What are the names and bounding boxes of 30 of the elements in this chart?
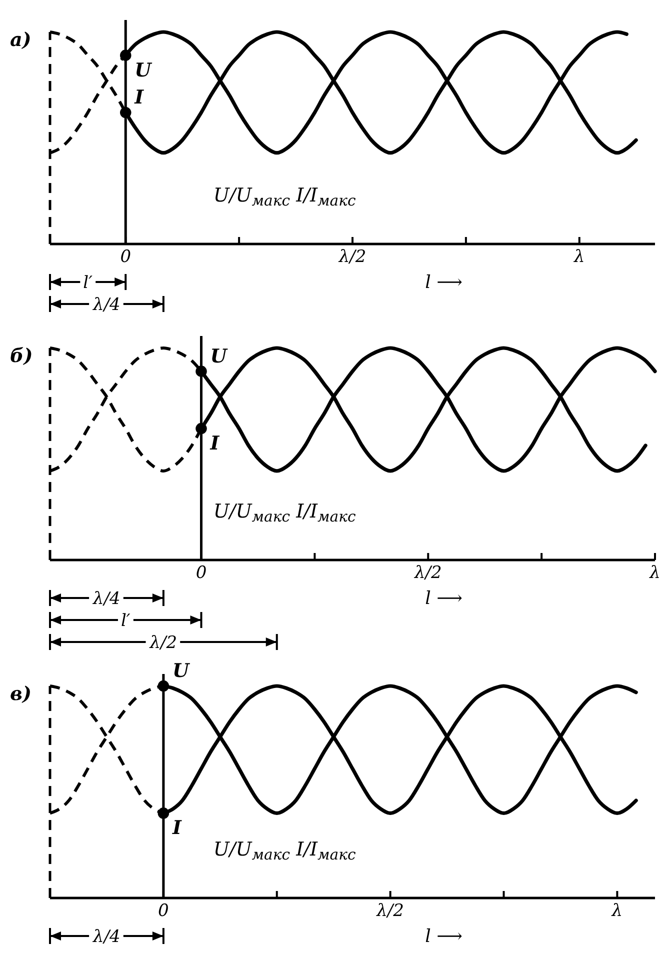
text: l′ [120, 611, 130, 631]
x-axis-title: l ⟶ [425, 588, 463, 609]
series-label: U [134, 59, 153, 82]
x-tick-label: 0 [158, 901, 170, 922]
x-tick-label: 0 [196, 563, 207, 584]
text: λ/4 [92, 927, 120, 947]
x-tick-label: λ [572, 247, 585, 268]
chart-title: в) [10, 683, 32, 705]
series-label: I [134, 86, 145, 109]
x-tick-label: 0 [120, 247, 132, 268]
text: λ/4 [92, 589, 120, 609]
series-label: I [171, 817, 182, 840]
annotation: U/U$_{макс}$ I/I$_{макс}$ [213, 500, 356, 526]
text: λ/2 [148, 633, 178, 653]
series-label: U [210, 345, 228, 368]
chart-title: а) [10, 29, 32, 51]
text: λ/4 [92, 295, 120, 315]
x-tick-label: λ/2 [338, 247, 366, 268]
chart-title: б) [10, 345, 33, 367]
x-tick-label: λ [648, 563, 660, 584]
series-label: U [172, 660, 190, 682]
annotation: U/U$_{макс}$ I/I$_{макс}$ [213, 838, 356, 864]
x-axis-title: l ⟶ [425, 272, 463, 293]
text: l′ [83, 273, 93, 293]
annotation: U/U$_{макс}$ I/I$_{макс}$ [213, 184, 356, 210]
x-axis-title: l ⟶ [425, 926, 463, 947]
x-tick-label: λ/2 [413, 563, 442, 584]
x-tick-label: λ [610, 901, 623, 922]
series-label: I [209, 432, 220, 455]
x-tick-label: λ/2 [376, 901, 404, 922]
